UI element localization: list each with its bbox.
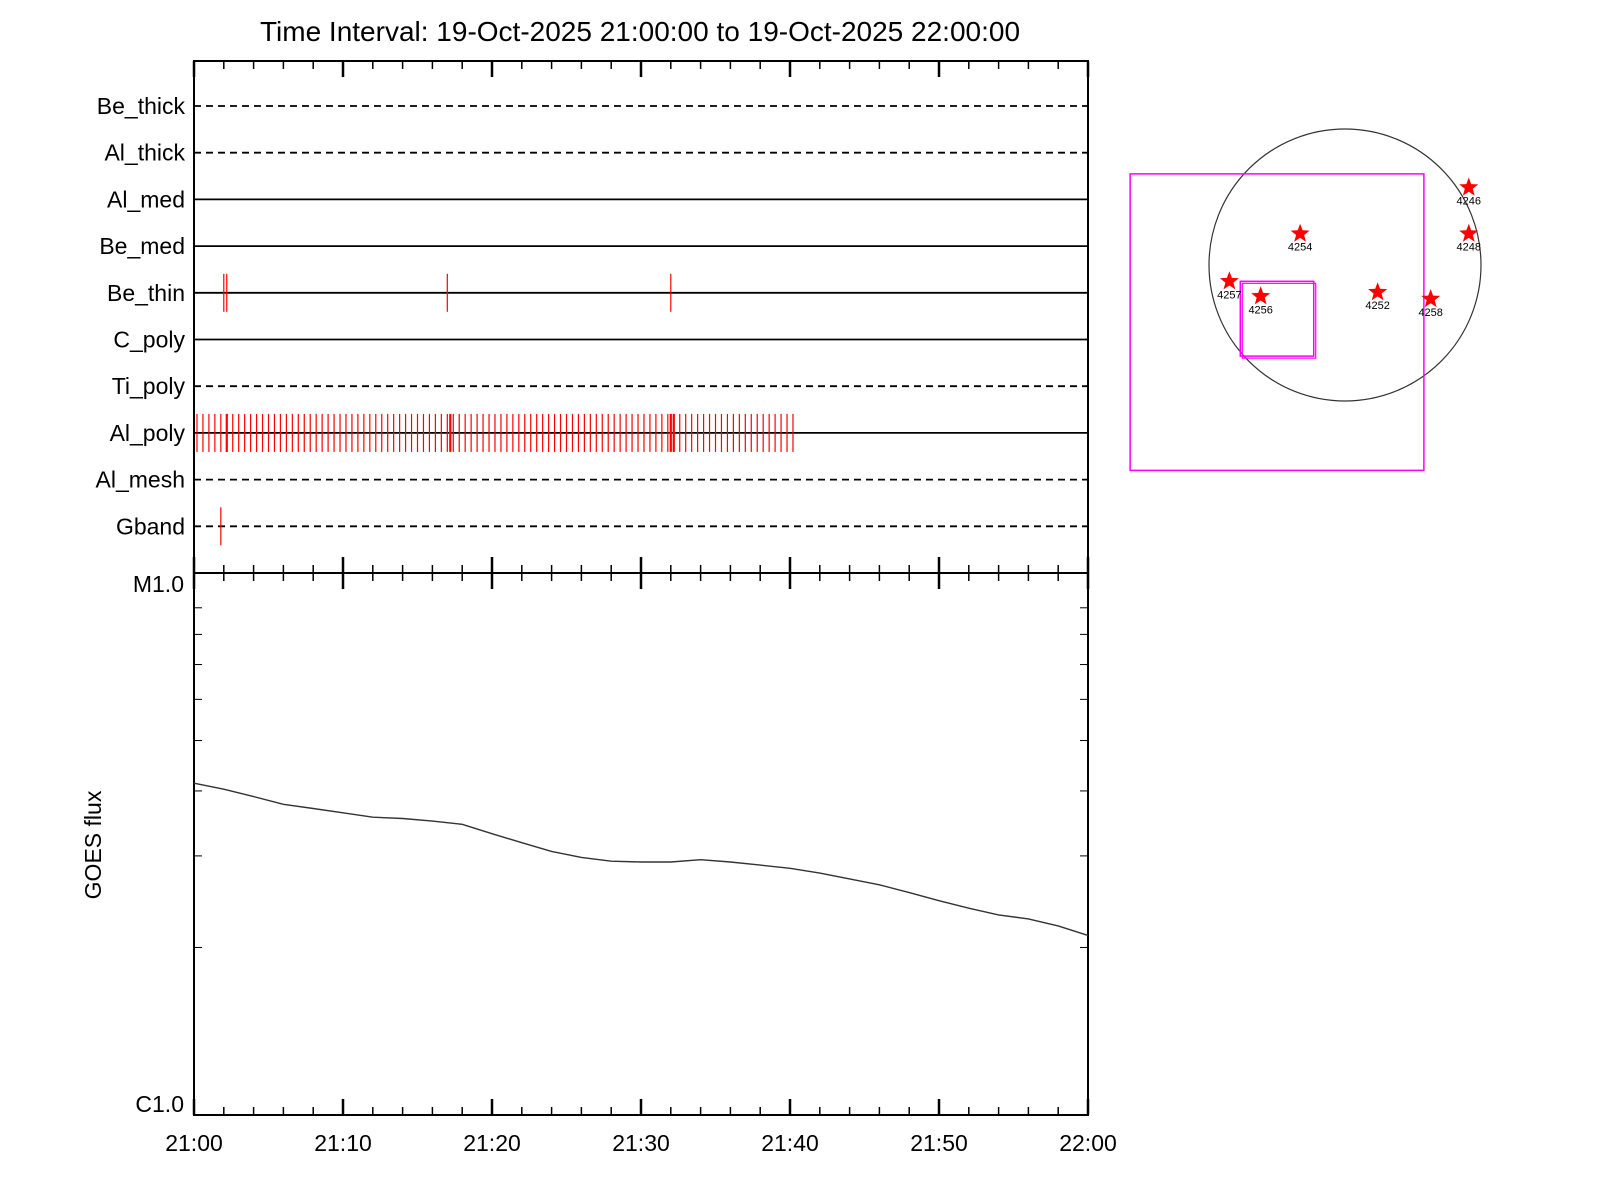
active-region-label: 4256 [1248,304,1272,316]
filter-label: Be_thick [97,93,186,119]
filter-label: C_poly [113,327,185,353]
filter-timeline-panel: Be_thick Al_thick Al_med Be_med Be_thin C_pol… [96,60,1090,574]
filter-label: Al_poly [110,420,186,446]
x-tick-label: 22:00 [1059,1130,1117,1156]
x-tick-label: 21:00 [165,1130,223,1156]
chart-title: Time Interval: 19-Oct-2025 21:00:00 to 1… [260,16,1020,47]
flux-y-axis-label: GOES flux [80,790,106,899]
solar-limb [1208,128,1482,402]
active-region-star [1421,289,1441,308]
active-region-star [1459,177,1479,196]
filter-panel-frame [193,60,1089,574]
active-region-star [1219,271,1239,290]
x-tick-label: 21:40 [761,1130,819,1156]
active-region-label: 4257 [1217,289,1241,301]
fov-box-large [1129,173,1425,472]
active-region-label: 4252 [1365,300,1389,312]
goes-flux-curve [193,782,1089,937]
filter-label: Al_mesh [96,467,185,493]
x-tick-label: 21:20 [463,1130,521,1156]
flux-y-tick-label: M1.0 [133,571,184,597]
active-region-star [1368,282,1388,301]
filter-label: Gband [116,513,185,539]
x-tick-label: 21:30 [612,1130,670,1156]
flux-panel-frame [193,572,1089,1116]
filter-label: Be_thin [107,280,185,306]
active-region-label: 4248 [1457,242,1481,254]
active-region-label: 4254 [1288,242,1312,254]
active-region-label: 4246 [1457,195,1481,207]
active-region-star [1290,223,1310,242]
x-tick-label: 21:50 [910,1130,968,1156]
filter-label: Al_thick [104,140,185,166]
x-tick-label: 21:10 [314,1130,372,1156]
solar-disk-map: 4246 4248 4254 4257 4256 4252 4258 [1129,128,1482,472]
flux-y-tick-label: C1.0 [135,1091,184,1117]
active-region-star [1251,286,1271,305]
filter-label: Ti_poly [112,373,186,399]
filter-label: Be_med [99,233,185,259]
active-region-label: 4258 [1418,307,1442,319]
filter-label: Al_med [107,186,185,212]
fov-box-small [1239,280,1315,357]
fov-box-small-shadow [1241,282,1317,359]
active-region-star [1459,223,1479,242]
goes-flux-panel: C1.0 M1.0 21:00 21:10 21:20 21:30 21:40 21:50 22… [80,571,1117,1156]
